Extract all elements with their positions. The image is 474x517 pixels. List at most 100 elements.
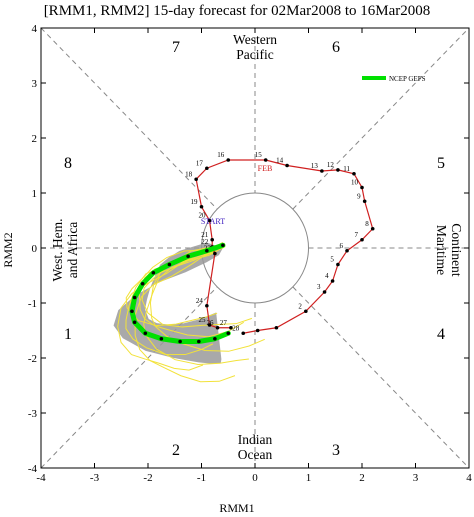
observed-day-label: 19	[191, 198, 199, 206]
y-tick-label: -2	[28, 353, 37, 365]
phase-label-3: 3	[332, 442, 340, 459]
region-left-line2: and Africa	[65, 222, 80, 279]
observed-point	[226, 158, 231, 162]
observed-day-label: 22	[201, 238, 209, 246]
forecast-point	[143, 331, 148, 336]
legend: NCEP GEFS	[362, 75, 426, 83]
x-tick-label: 3	[413, 472, 419, 484]
observed-day-label: 7	[355, 231, 359, 239]
forecast-point	[186, 254, 190, 259]
ensemble-member-line	[117, 243, 221, 371]
observed-day-label: 8	[365, 220, 369, 228]
observed-point	[362, 199, 367, 204]
observed-point	[263, 158, 268, 162]
observed-day-label: 24	[196, 297, 204, 305]
x-tick-label: 2	[359, 472, 365, 484]
x-tick-label: 4	[466, 472, 472, 484]
forecast-point	[140, 281, 145, 286]
forecast-point	[151, 270, 156, 275]
observed-point	[207, 218, 212, 223]
forecast-point	[213, 336, 217, 341]
y-axis-label: RMM2	[1, 232, 15, 267]
y-tick-label: -4	[28, 463, 38, 475]
divider-northeast	[292, 27, 470, 210]
y-tick-label: 1	[32, 188, 38, 200]
divider-northwest	[40, 27, 218, 210]
forecast-point	[159, 336, 164, 341]
observed-day-label: 2	[298, 302, 302, 310]
observed-point	[199, 204, 204, 209]
phase-label-8: 8	[64, 155, 72, 172]
ensemble-member-line	[125, 247, 224, 327]
phase-label-7: 7	[172, 39, 180, 56]
forecast-point	[205, 248, 209, 253]
y-tick-label: 2	[32, 133, 38, 145]
x-tick-label: -2	[143, 472, 152, 484]
observed-point	[370, 226, 375, 231]
observed-day-label: 28	[232, 324, 240, 332]
observed-day-label: 18	[185, 170, 193, 178]
region-bottom-line2: Ocean	[238, 447, 273, 462]
observed-day-label: 4	[325, 272, 329, 280]
divider-southeast	[292, 286, 470, 469]
phase-label-4: 4	[437, 326, 445, 343]
region-left-line1: West. Hem.	[50, 218, 65, 281]
ensemble-spread	[113, 242, 223, 365]
forecast-mean-trajectory	[129, 242, 231, 344]
observed-day-label: 14	[276, 157, 284, 165]
observed-point	[352, 171, 356, 176]
observed-point	[215, 325, 220, 330]
x-tick-label: 1	[306, 472, 312, 484]
region-top-line1: Western	[233, 32, 277, 47]
observed-point	[322, 290, 327, 294]
observed-day-label: 26	[207, 319, 215, 327]
x-tick-label: 0	[252, 472, 258, 484]
phase-grid	[40, 27, 470, 469]
forecast-point	[167, 262, 172, 267]
observed-point	[241, 331, 246, 336]
observed-point	[330, 279, 335, 283]
month-label-feb: FEB	[258, 164, 273, 173]
forecast-point	[130, 309, 134, 314]
observed-trajectory: 2823456789101112131415161718192021222324…	[185, 151, 375, 336]
legend-label: NCEP GEFS	[389, 75, 426, 83]
phase-label-5: 5	[437, 155, 445, 172]
forecast-point	[221, 243, 225, 248]
forecast-point	[132, 320, 137, 325]
observed-day-label: 25	[199, 316, 207, 324]
forecast-point	[132, 295, 137, 300]
observed-point	[229, 325, 233, 330]
observed-point	[336, 168, 340, 172]
y-tick-label: 0	[32, 243, 38, 255]
phase-label-1: 1	[64, 326, 72, 343]
observed-day-label: 17	[196, 159, 204, 167]
observed-day-label: 5	[330, 256, 334, 264]
observed-point	[360, 237, 364, 242]
chart-title: [RMM1, RMM2] 15-day forecast for 02Mar20…	[44, 3, 431, 19]
x-tick-label: -1	[197, 472, 206, 484]
observed-day-label: 10	[351, 179, 359, 187]
y-tick-label: 3	[32, 78, 38, 90]
observed-point	[320, 169, 324, 173]
observed-day-label: 16	[217, 151, 225, 159]
observed-day-label: 9	[357, 192, 361, 200]
x-axis-label: RMM1	[219, 501, 254, 515]
observed-point	[285, 163, 289, 168]
y-tick-label: -3	[28, 408, 38, 420]
phase-label-2: 2	[172, 442, 180, 459]
forecast-point	[226, 331, 231, 336]
observed-day-label: 11	[343, 165, 350, 173]
observed-point	[205, 303, 209, 308]
phase-label-6: 6	[332, 39, 340, 56]
ensemble-member-line	[143, 245, 249, 366]
observed-point	[210, 237, 214, 242]
observed-point	[213, 251, 217, 256]
observed-point	[345, 248, 349, 253]
ensemble-member-line	[134, 242, 236, 383]
ensemble-members	[113, 242, 265, 383]
divider-southwest	[40, 286, 218, 469]
observed-day-label: 3	[317, 283, 321, 291]
